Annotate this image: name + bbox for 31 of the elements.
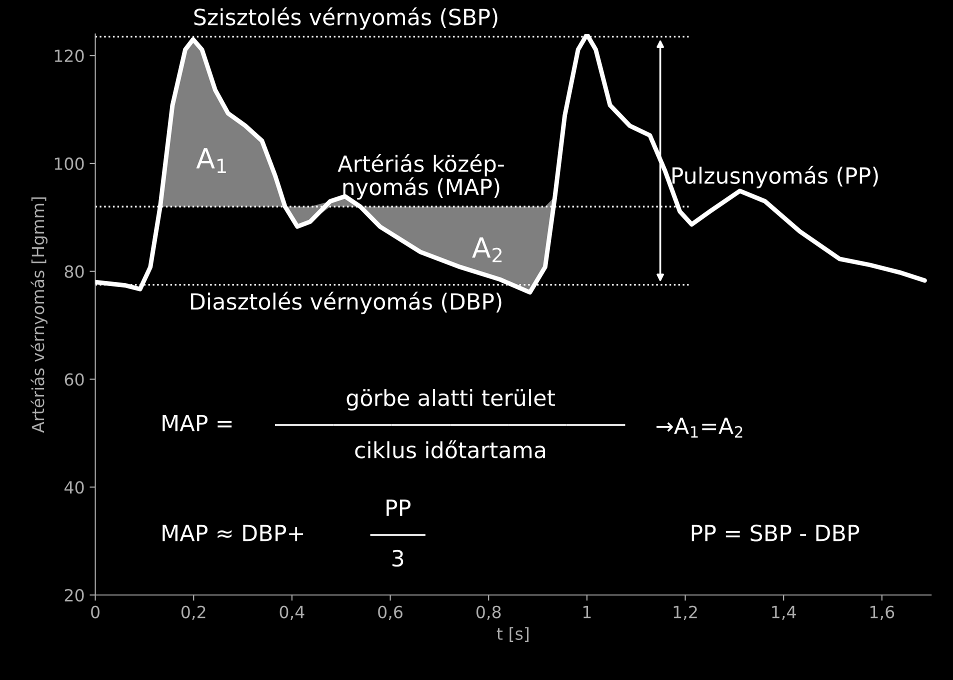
annotation: MAP ≈ DBP+	[162, 524, 304, 542]
y-tick-label: 120	[54, 50, 84, 62]
y-tick-label: 80	[64, 265, 84, 278]
x-tick-label: 0,4	[280, 606, 304, 620]
ref-line-label: Szisztolés vérnyomás (SBP)	[194, 7, 498, 30]
annotation: MAP =	[162, 414, 232, 432]
x-axis-title: t [s]	[496, 627, 529, 642]
x-tick-label: 1	[583, 606, 591, 618]
x-tick-label: 1,6	[870, 606, 894, 620]
annotation: PP	[386, 500, 410, 516]
y-tick-label: 60	[64, 373, 84, 386]
annotation: →A$_{1}$=A$_{2}$	[656, 418, 742, 438]
annotation: A$_{1}$	[196, 148, 226, 173]
x-tick-label: 0,6	[378, 606, 402, 620]
annotation: PP = SBP - DBP	[692, 524, 860, 542]
y-tick-label: 20	[64, 588, 84, 602]
ref-line-label: Diasztolés vérnyomás (DBP)	[191, 292, 502, 314]
annotation: 3	[392, 550, 404, 567]
x-tick-label: 1,2	[674, 606, 697, 620]
annotation: A$_{2}$	[472, 237, 502, 262]
annotation: ciklus időtartama	[355, 440, 546, 458]
x-tick-label: 1,4	[772, 606, 796, 620]
annotation: görbe alatti terület	[346, 389, 555, 411]
x-tick-label: 0	[91, 606, 100, 618]
y-tick-label: 40	[64, 481, 84, 494]
annotation: Pulzusnyomás (PP)	[672, 166, 878, 188]
y-axis-title: Artériás vérnyomás [Hgmm]	[30, 197, 48, 433]
ref-line-label: Artériás közép- nyomás (MAP)	[338, 154, 504, 200]
y-tick-label: 100	[54, 157, 84, 170]
x-tick-label: 0,8	[476, 606, 501, 620]
x-tick-label: 0,2	[181, 606, 206, 620]
